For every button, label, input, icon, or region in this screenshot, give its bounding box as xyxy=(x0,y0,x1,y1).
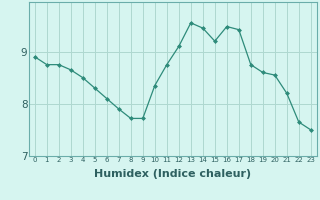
X-axis label: Humidex (Indice chaleur): Humidex (Indice chaleur) xyxy=(94,169,252,179)
